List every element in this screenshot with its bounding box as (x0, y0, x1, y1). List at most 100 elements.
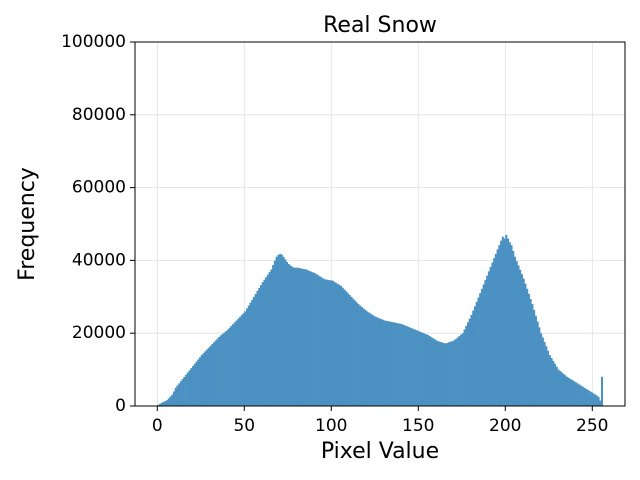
bar (197, 359, 200, 406)
bar (270, 269, 273, 406)
bar (322, 278, 325, 406)
bar (562, 373, 565, 406)
bar (430, 337, 433, 406)
bar (176, 385, 179, 406)
bar (470, 315, 473, 406)
bar (392, 322, 395, 406)
bar (425, 334, 428, 406)
bar (212, 342, 215, 406)
bar (350, 296, 353, 406)
bar (461, 333, 464, 406)
bar (252, 296, 256, 406)
bar (590, 392, 593, 406)
bar (339, 285, 343, 406)
y-tick-label: 60000 (72, 178, 126, 198)
x-tick-label: 100 (315, 416, 347, 436)
bar (312, 272, 315, 406)
bar (583, 387, 586, 406)
bar (531, 304, 534, 406)
bar (185, 374, 188, 406)
bar (594, 394, 597, 406)
bar (338, 284, 341, 406)
bar (449, 341, 452, 406)
bar (494, 253, 497, 406)
bar (186, 372, 189, 406)
bar (426, 335, 430, 406)
bar (496, 249, 499, 406)
bar (214, 340, 217, 406)
bar (273, 260, 276, 406)
bar (294, 267, 297, 406)
bar (373, 315, 376, 406)
bar (581, 386, 584, 406)
bar (247, 305, 250, 406)
bar (171, 394, 174, 406)
bar (345, 291, 348, 406)
bar (480, 288, 483, 406)
bar (468, 318, 471, 406)
bar (522, 278, 525, 406)
bar (315, 274, 318, 406)
x-tick-label: 50 (233, 416, 255, 436)
bar (395, 323, 398, 406)
bar (164, 401, 167, 406)
bar (416, 330, 419, 406)
bar (242, 313, 245, 406)
bar (341, 287, 344, 406)
bar (538, 327, 541, 406)
bar (357, 304, 360, 406)
bar (446, 343, 449, 406)
bar (277, 254, 280, 406)
bar (280, 254, 283, 406)
bar (554, 363, 557, 406)
bar (308, 270, 311, 406)
bar (329, 280, 332, 406)
bar (420, 332, 423, 406)
bar (221, 333, 224, 406)
bar (400, 324, 403, 406)
x-tick-label: 250 (576, 416, 608, 436)
bar (409, 327, 412, 406)
bar (299, 268, 302, 406)
bar (433, 339, 436, 406)
bar (435, 340, 438, 406)
bar (291, 266, 294, 406)
bar (484, 280, 487, 406)
bar (486, 275, 489, 406)
bar (296, 267, 299, 406)
bar (334, 282, 337, 406)
bar (498, 245, 501, 406)
bar (513, 256, 517, 406)
bar (346, 293, 349, 406)
bar (493, 258, 496, 406)
bar (423, 333, 426, 406)
x-tick-label: 200 (489, 416, 521, 436)
bar (239, 316, 242, 406)
bar (225, 331, 228, 406)
bar (317, 275, 320, 406)
bar (479, 293, 482, 406)
bar (588, 391, 591, 406)
bar (292, 267, 296, 406)
bar (235, 320, 238, 406)
bar (552, 360, 555, 406)
bar (313, 273, 316, 406)
bar (287, 264, 290, 406)
bar (199, 357, 202, 406)
bar (473, 306, 477, 406)
bar (237, 318, 240, 406)
bar (508, 242, 511, 406)
bar (507, 238, 510, 406)
y-tick-label: 40000 (72, 250, 126, 270)
bar (482, 284, 485, 406)
bar (286, 261, 289, 406)
bar (573, 381, 576, 406)
bar (560, 372, 564, 406)
bar (195, 361, 198, 406)
bar (437, 341, 440, 406)
bar (564, 375, 567, 406)
bar (331, 280, 334, 406)
bar (303, 269, 306, 406)
bar (536, 321, 539, 406)
bar (407, 327, 410, 406)
